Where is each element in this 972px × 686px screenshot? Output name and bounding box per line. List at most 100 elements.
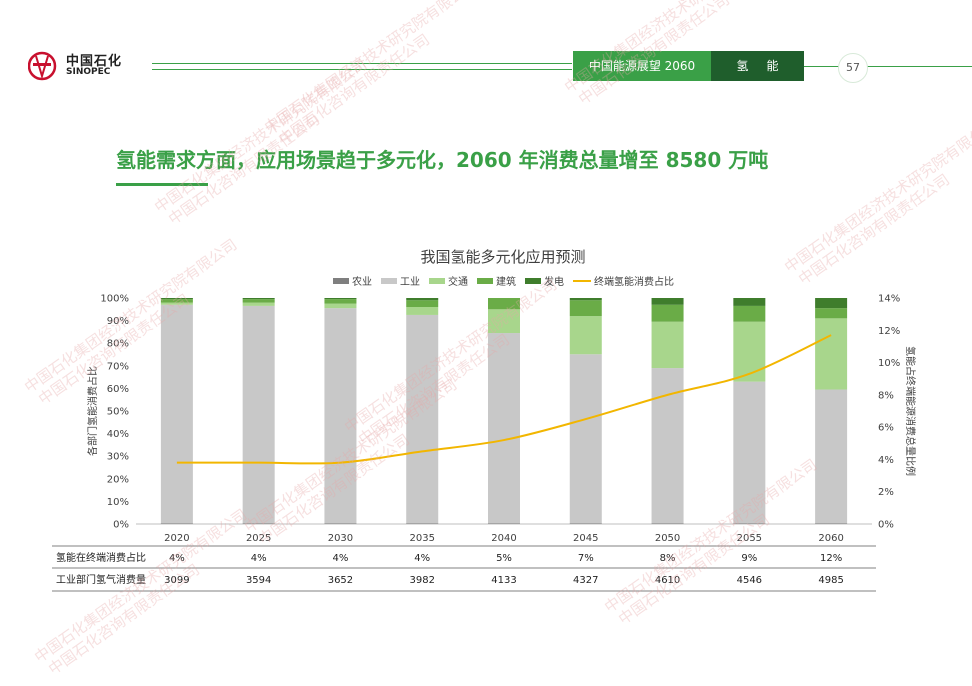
y-tick-label-left: 90% (107, 316, 129, 327)
bar-segment-发电-2035 (406, 298, 439, 301)
table-cell: 4% (251, 553, 267, 564)
y-tick-label-right: 12% (878, 326, 900, 337)
bar-segment-农业-2025 (242, 523, 275, 524)
x-tick-label: 2055 (737, 533, 762, 544)
legend-label-发电: 发电 (544, 275, 564, 288)
y-tick-label-right: 8% (878, 390, 894, 401)
bar-segment-交通-2060 (815, 318, 848, 390)
bar-segment-建筑-2055 (733, 305, 766, 322)
table-cell: 4327 (573, 575, 598, 586)
table-cell: 3652 (328, 575, 353, 586)
y-tick-label-left: 40% (107, 429, 129, 440)
y-tick-label-left: 70% (107, 361, 129, 372)
logo-chinese-text: 中国石化 (66, 54, 123, 69)
x-axis: 2020 2025 2030 2035 2040 2045 2050 2055 2060 (164, 533, 844, 544)
data-table: 氢能在终端消费占比 4% 4% 4% 4% 5% 7% 8% 9% 12% 工业部门氢气消费量 309… (52, 545, 876, 592)
chart-title: 我国氢能多元化应用预测 (420, 248, 585, 266)
legend-swatch-工业 (381, 278, 397, 284)
series-line-terminal-share (176, 334, 832, 465)
bar-segment-建筑-2050 (651, 304, 684, 322)
logo-english-text: SINOPEC (66, 67, 111, 77)
x-tick-label: 2030 (328, 533, 353, 544)
bar-segment-发电-2050 (651, 298, 684, 305)
table-cell: 8% (660, 553, 676, 564)
y-tick-label-left: 0% (113, 520, 129, 531)
bar-segment-交通-2030 (324, 303, 357, 309)
bar-segment-工业-2060 (815, 389, 848, 524)
legend-label-交通: 交通 (448, 275, 468, 288)
header-rule (804, 66, 972, 67)
table-row-label: 氢能在终端消费占比 (56, 551, 146, 564)
y-tick-label-left: 100% (100, 294, 129, 305)
table-cell: 7% (578, 553, 594, 564)
x-tick-label: 2020 (164, 533, 189, 544)
table-cell: 4610 (655, 575, 680, 586)
x-tick-label: 2025 (246, 533, 271, 544)
table-cell: 4546 (737, 575, 762, 586)
bar-segment-发电-2025 (242, 298, 275, 300)
bar-segment-发电-2030 (324, 298, 357, 300)
page-title: 氢能需求方面，应用场景趋于多元化，2060 年消费总量增至 8580 万吨 (116, 148, 769, 172)
bar-segment-工业-2045 (569, 354, 602, 524)
y-tick-label-right: 6% (878, 423, 894, 434)
x-tick-label: 2035 (409, 533, 434, 544)
y-tick-label-right: 2% (878, 487, 894, 498)
stacked-bars (160, 298, 848, 524)
bar-segment-建筑-2045 (569, 300, 602, 317)
page-number: 57 (838, 53, 868, 83)
legend-label-终端氢能消费占比: 终端氢能消费占比 (594, 275, 674, 288)
y-tick-label-left: 10% (107, 497, 129, 508)
bar-segment-发电-2060 (815, 298, 848, 309)
bar-segment-建筑-2025 (242, 299, 275, 303)
chart-legend: 农业 工业 交通 建筑 发电 终端氢能消费占比 (333, 275, 674, 288)
bar-segment-工业-2025 (242, 305, 275, 524)
table-cell: 4% (333, 553, 349, 564)
bar-segment-工业-2040 (488, 333, 520, 524)
bar-segment-建筑-2060 (815, 308, 848, 319)
table-cell: 12% (820, 553, 842, 564)
legend-label-建筑: 建筑 (496, 275, 516, 288)
sinopec-logo (28, 51, 57, 81)
table-cell: 5% (496, 553, 512, 564)
bar-segment-农业-2055 (733, 523, 766, 524)
y-tick-label-right: 0% (878, 520, 894, 531)
bar-segment-交通-2050 (651, 321, 684, 369)
bar-segment-建筑-2040 (488, 298, 520, 310)
legend-swatch-交通 (429, 278, 445, 284)
header-rule (152, 69, 572, 70)
x-tick-label: 2060 (818, 533, 843, 544)
bar-segment-农业-2045 (569, 523, 602, 524)
x-tick-label: 2045 (573, 533, 598, 544)
table-row-label: 工业部门氢气消费量 (56, 573, 146, 586)
bar-segment-农业-2035 (406, 523, 439, 524)
table-cell: 4% (169, 553, 185, 564)
bar-segment-农业-2040 (488, 523, 520, 524)
bar-segment-工业-2035 (406, 314, 439, 524)
table-cell: 3982 (409, 575, 434, 586)
table-cell: 3594 (246, 575, 271, 586)
bar-segment-交通-2045 (569, 316, 602, 355)
chapter-tab: 氢能 (711, 51, 804, 81)
bar-segment-发电-2045 (569, 298, 602, 301)
table-cell: 4985 (818, 575, 843, 586)
y-tick-label-left: 30% (107, 452, 129, 463)
title-underline (116, 183, 208, 186)
x-tick-label: 2040 (491, 533, 516, 544)
legend-label-农业: 农业 (352, 275, 372, 288)
bar-segment-工业-2020 (160, 304, 193, 524)
bar-segment-交通-2055 (733, 321, 766, 382)
bar-segment-农业-2050 (651, 523, 684, 524)
right-axis: 0% 2% 4% 6% 8% 10% 12% 14% (878, 294, 900, 531)
bar-segment-建筑-2035 (406, 300, 439, 308)
bar-segment-农业-2060 (815, 523, 848, 524)
table-cell: 9% (741, 553, 757, 564)
table-cell: 3099 (164, 575, 189, 586)
bar-segment-发电-2055 (733, 298, 766, 306)
y-tick-label-left: 60% (107, 384, 129, 395)
y-tick-label-left: 50% (107, 407, 129, 418)
y-tick-label-right: 14% (878, 294, 900, 305)
bar-segment-农业-2020 (160, 523, 193, 524)
legend-label-工业: 工业 (400, 276, 420, 288)
legend-swatch-农业 (333, 278, 349, 284)
